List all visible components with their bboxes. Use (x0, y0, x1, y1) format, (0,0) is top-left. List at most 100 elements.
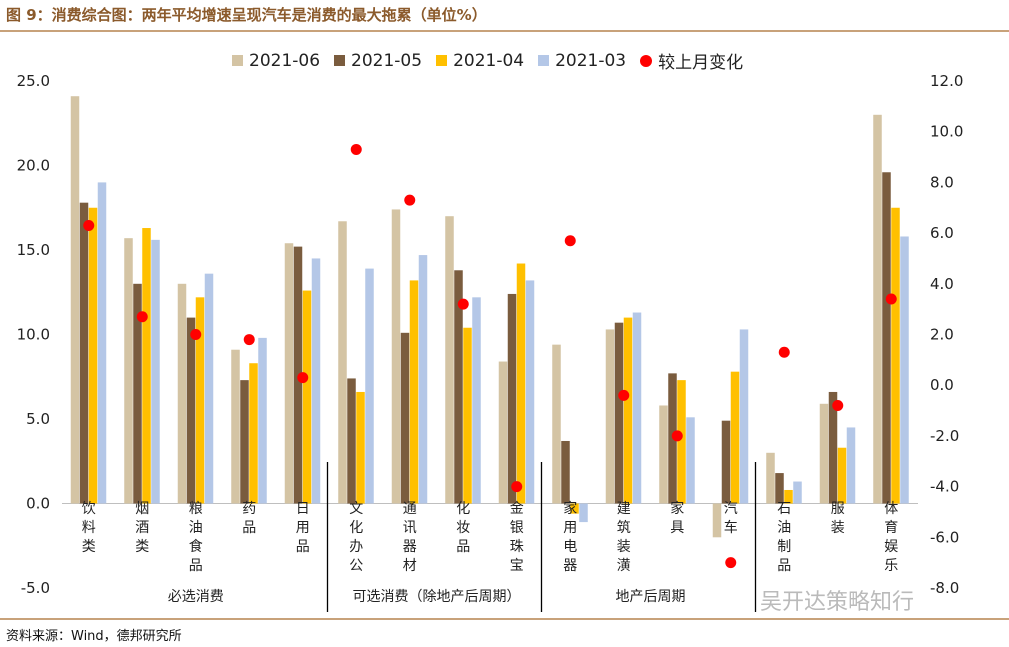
legend-item-2021-04: 2021-04 (436, 51, 524, 71)
right-tick-label: 8.0 (930, 173, 954, 191)
bar-2021-05 (133, 283, 142, 504)
category-label: 饮 (82, 501, 96, 517)
category-label: 金 (510, 501, 524, 517)
bar-2021-04 (516, 263, 526, 504)
category-label: 服 (831, 501, 845, 517)
change-dot (564, 235, 576, 247)
category-label: 家 (563, 500, 577, 517)
bar-2021-05 (454, 270, 463, 504)
category-label: 珠 (510, 539, 524, 555)
change-dot (297, 372, 309, 384)
legend-label-2021-03: 2021-03 (555, 50, 627, 71)
category-label: 潢 (617, 558, 631, 574)
bar-2021-06 (231, 349, 240, 504)
legend-label-2021-05: 2021-05 (351, 50, 423, 71)
category-label: 酒 (135, 520, 149, 536)
right-tick-label: -6.0 (930, 528, 959, 546)
change-dot (725, 557, 737, 569)
category-label: 电 (563, 539, 577, 555)
change-dot (136, 311, 148, 323)
category-label: 乐 (884, 558, 898, 574)
bar-2021-05 (614, 322, 624, 504)
category-label: 文 (349, 501, 363, 517)
group-label: 可选消费（除地产后周期） (353, 589, 521, 605)
bar-2021-03 (739, 329, 749, 504)
category-label: 讯 (403, 520, 417, 536)
left-tick-label: 10.0 (17, 326, 50, 344)
bar-2021-06 (712, 503, 722, 538)
bar-2021-03 (258, 337, 267, 504)
bar-2021-05 (828, 391, 838, 504)
category-label: 材 (403, 558, 417, 574)
bar-2021-06 (659, 405, 668, 504)
change-dot (457, 298, 469, 310)
right-tick-label: -2.0 (930, 427, 959, 445)
legend: 2021-06 2021-05 2021-04 2021-03 较上月变化 (232, 48, 743, 73)
left-tick-label: 15.0 (17, 241, 50, 259)
bar-2021-05 (400, 332, 410, 504)
change-dot (885, 293, 897, 305)
bar-2021-04 (142, 228, 151, 504)
right-tick-label: -4.0 (930, 478, 959, 496)
category-label: 品 (456, 539, 470, 555)
category-label: 品 (296, 539, 310, 555)
legend-item-2021-03: 2021-03 (538, 51, 626, 71)
bar-2021-04 (677, 380, 686, 504)
bar-2021-05 (79, 202, 89, 504)
left-tick-label: 5.0 (26, 410, 50, 428)
left-tick-label: 25.0 (17, 72, 50, 90)
category-label: 具 (670, 520, 684, 536)
bar-2021-05 (347, 378, 356, 504)
bar-2021-04 (409, 280, 419, 504)
group-label: 必选消费 (168, 589, 224, 605)
category-label: 宝 (510, 558, 524, 574)
change-dot (243, 334, 255, 346)
bar-2021-06 (338, 221, 347, 504)
category-label: 石 (777, 501, 791, 517)
bar-2021-04 (570, 503, 579, 514)
chart: -5.0 0.0 5.0 10.0 15.0 20.0 25.0 -8.0 -6.0 -4.0 -2… (17, 72, 963, 612)
change-dot (190, 329, 202, 340)
bar-2021-03 (579, 503, 588, 523)
bar-2021-04 (356, 391, 365, 504)
category-label: 装 (831, 520, 845, 536)
category-label: 油 (189, 520, 203, 536)
change-dot (350, 143, 362, 155)
bar-2021-06 (873, 114, 882, 504)
change-dot (832, 399, 844, 411)
legend-dot-change (640, 54, 653, 67)
chart-title: 图 9：消费综合图：两年平均增速呈现汽车是消费的最大拖累（单位%） (6, 6, 487, 24)
category-label: 制 (777, 539, 791, 555)
bar-2021-05 (561, 440, 570, 504)
category-label: 类 (135, 539, 149, 555)
bar-2021-03 (418, 255, 428, 504)
category-label: 日 (296, 501, 310, 517)
category-label: 妆 (456, 520, 470, 536)
change-dot (404, 194, 416, 206)
bar-2021-03 (686, 417, 695, 504)
change-dot (778, 346, 790, 358)
legend-label-2021-06: 2021-06 (249, 50, 321, 71)
right-tick-label: 4.0 (930, 275, 954, 293)
right-tick-label: 12.0 (930, 72, 963, 90)
bar-2021-04 (195, 297, 205, 504)
bar-2021-04 (88, 207, 98, 504)
bar-2021-06 (498, 361, 508, 504)
right-tick-label: 0.0 (930, 376, 954, 394)
category-label: 车 (724, 519, 738, 536)
right-tick-label: 10.0 (930, 123, 963, 141)
change-dot (618, 389, 630, 401)
category-label: 通 (403, 501, 417, 517)
category-label: 建 (617, 501, 631, 517)
bar-2021-04 (784, 489, 793, 504)
change-dot (511, 481, 523, 493)
bar-2021-03 (204, 273, 214, 504)
bar-2021-06 (70, 96, 80, 504)
category-label: 油 (777, 520, 791, 536)
change-dot (671, 430, 683, 442)
bar-2021-06 (819, 403, 829, 504)
category-label: 化 (349, 520, 363, 536)
category-label: 品 (777, 558, 791, 574)
bar-2021-05 (775, 473, 784, 504)
category-label: 化 (456, 501, 470, 517)
